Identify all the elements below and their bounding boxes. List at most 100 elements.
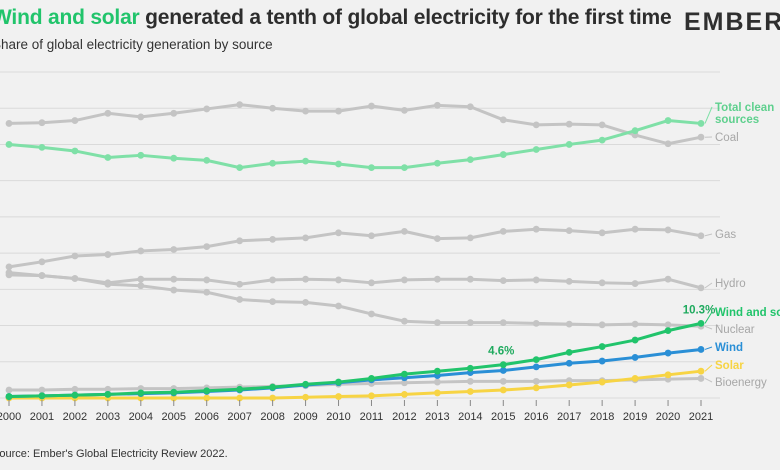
data-point-wind <box>565 359 573 367</box>
data-point-solar <box>269 394 277 402</box>
data-point-nuclear <box>532 319 540 327</box>
label-connector-bioenergy <box>704 377 713 383</box>
x-tick-label: 2014 <box>458 411 482 423</box>
data-point-total_clean <box>5 141 13 148</box>
data-point-nuclear <box>5 271 13 279</box>
data-point-gas <box>433 235 441 243</box>
data-point-bioenergy <box>5 386 13 394</box>
x-tick-label: 2008 <box>260 411 284 423</box>
data-point-coal <box>433 101 441 109</box>
source-note: Source: Ember's Global Electricity Revie… <box>0 448 228 460</box>
data-point-coal <box>137 113 145 121</box>
data-point-nuclear <box>401 317 408 325</box>
series-label-total_clean: sources <box>715 114 759 126</box>
data-point-hydro <box>631 280 639 287</box>
data-point-total_clean <box>631 127 639 135</box>
series-label-total_clean: Total clean <box>715 102 774 114</box>
data-point-nuclear <box>335 302 342 310</box>
data-point-nuclear <box>104 280 112 288</box>
data-point-hydro <box>499 277 507 285</box>
x-tick-label: 2006 <box>194 411 218 423</box>
series-coal <box>5 101 705 148</box>
data-point-total_clean <box>269 159 277 167</box>
x-tick-label: 2021 <box>689 411 713 423</box>
x-tick-label: 2004 <box>129 411 153 423</box>
data-point-nuclear <box>71 275 79 282</box>
series-hydro <box>5 269 705 292</box>
data-point-bioenergy <box>697 375 705 382</box>
data-point-wind_and_solar <box>433 367 441 375</box>
x-tick-label: 2003 <box>96 411 120 423</box>
data-point-total_clean <box>532 146 540 153</box>
x-tick-label: 2009 <box>293 411 317 423</box>
data-point-solar <box>203 394 211 402</box>
data-point-hydro <box>203 276 211 284</box>
x-tick-label: 2000 <box>0 411 21 423</box>
data-point-gas <box>104 251 112 258</box>
chart-lines <box>5 101 705 402</box>
data-point-nuclear <box>499 319 507 327</box>
data-point-hydro <box>368 279 375 287</box>
x-tick-label: 2016 <box>524 411 548 423</box>
label-connector-wind <box>704 346 713 350</box>
x-axis: 2000 2001 2002 2003 2004 2005 2006 2007 2008 2009… <box>0 400 713 423</box>
data-point-total_clean <box>598 136 606 144</box>
data-point-bioenergy <box>466 377 474 385</box>
data-label-wind_and_solar: 4.6% <box>488 346 514 358</box>
data-point-nuclear <box>433 319 441 327</box>
data-point-wind <box>697 346 705 353</box>
data-point-wind_and_solar <box>71 391 79 399</box>
data-point-total_clean <box>71 147 79 155</box>
data-point-gas <box>664 226 672 234</box>
data-point-coal <box>170 109 178 117</box>
series-label-wind: Wind <box>715 342 743 354</box>
data-point-nuclear <box>38 272 46 279</box>
label-connector-hydro <box>704 282 713 289</box>
data-point-bioenergy <box>38 386 46 394</box>
data-point-total_clean <box>335 160 342 168</box>
data-point-solar <box>697 367 705 375</box>
data-point-solar <box>631 375 639 382</box>
data-point-gas <box>5 263 13 271</box>
data-point-coal <box>368 102 375 110</box>
data-point-coal <box>302 107 309 115</box>
data-point-gas <box>368 232 375 240</box>
x-tick-label: 2011 <box>360 411 384 423</box>
data-point-gas <box>565 227 573 235</box>
data-point-gas <box>203 243 211 250</box>
data-point-hydro <box>664 275 672 283</box>
data-point-solar <box>302 393 309 401</box>
data-point-wind_and_solar <box>269 383 277 391</box>
label-connector-nuclear <box>704 325 713 330</box>
x-tick-label: 2001 <box>30 411 54 423</box>
data-point-coal <box>499 116 507 124</box>
data-point-solar <box>335 393 342 400</box>
data-point-wind_and_solar <box>499 361 507 369</box>
data-point-hydro <box>137 275 145 283</box>
data-point-nuclear <box>631 320 639 328</box>
data-point-wind_and_solar <box>302 380 309 388</box>
data-point-coal <box>532 121 540 129</box>
data-point-nuclear <box>466 319 474 327</box>
data-point-gas <box>598 229 606 237</box>
data-point-coal <box>401 106 408 114</box>
data-point-hydro <box>302 275 309 283</box>
data-point-hydro <box>170 275 178 283</box>
data-point-total_clean <box>499 151 507 158</box>
data-point-total_clean <box>433 159 441 167</box>
data-point-solar <box>368 392 375 400</box>
data-point-wind <box>664 349 672 357</box>
series-line-gas <box>8 227 702 269</box>
series-line-coal <box>8 103 702 146</box>
data-point-gas <box>697 232 705 240</box>
series-line-nuclear <box>8 273 702 328</box>
data-point-gas <box>170 246 178 253</box>
x-tick-label: 2019 <box>623 411 647 423</box>
x-tick-label: 2020 <box>656 411 680 423</box>
data-point-nuclear <box>598 321 606 329</box>
data-point-coal <box>565 120 573 128</box>
series-line-wind_and_solar <box>8 321 702 399</box>
data-point-total_clean <box>697 120 705 127</box>
